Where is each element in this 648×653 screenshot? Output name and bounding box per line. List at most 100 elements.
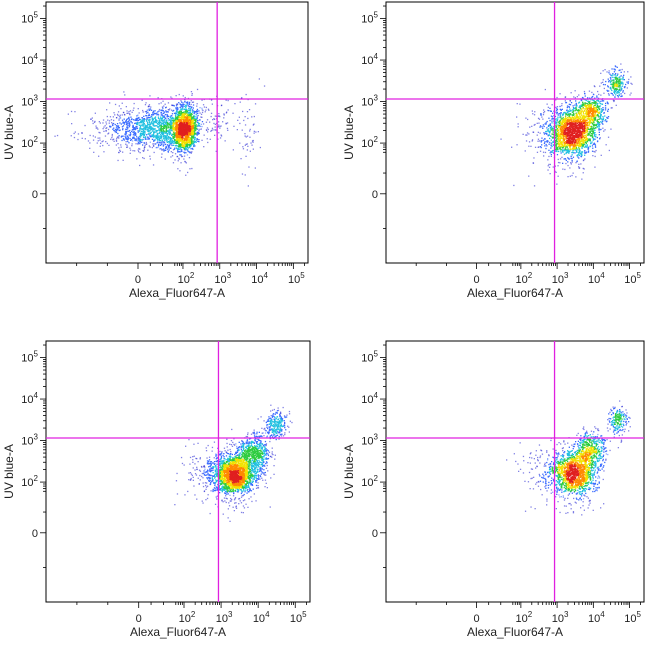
event-dot [165,110,166,111]
event-dot [557,149,558,150]
event-dot [111,137,112,138]
event-dot [562,147,563,148]
event-dot [161,136,162,137]
event-dot [557,109,558,110]
event-dot [140,152,141,153]
event-dot [145,129,146,130]
event-dot [540,146,541,147]
event-dot [629,94,630,95]
event-dot [198,110,199,111]
event-dot [615,76,616,77]
event-dot [559,106,560,107]
event-dot [562,169,563,170]
event-dot [180,100,181,101]
event-dot [178,146,179,147]
event-dot [141,128,142,129]
event-dot [205,111,206,112]
event-dot [246,94,247,95]
event-dot [592,131,593,132]
event-dot [193,126,194,127]
event-dot [138,150,139,151]
event-dot [584,151,585,152]
event-dot [173,118,174,119]
event-dot [151,110,152,111]
event-dot [168,138,169,139]
event-dot [172,113,173,114]
event-dot [541,126,542,127]
event-dot [611,75,612,76]
event-dot [561,105,562,106]
event-dot [547,121,548,122]
event-dot [232,113,233,114]
event-dot [148,106,149,107]
event-dot [611,80,612,81]
event-dot [189,106,190,107]
event-dot [619,89,620,90]
event-dot [154,152,155,153]
event-dot [252,142,253,143]
event-dot [580,107,581,108]
event-dot [118,111,119,112]
event-dot [593,144,594,145]
event-dot [133,129,134,130]
event-dot [556,112,557,113]
event-dot [140,140,141,141]
event-dot [197,132,198,133]
event-dot [615,77,616,78]
event-dot [132,112,133,113]
event-dot [558,159,559,160]
event-dot [197,103,198,104]
event-dot [153,124,154,125]
event-dot [54,136,55,137]
event-dot [185,111,186,112]
event-dot [613,95,614,96]
event-dot [582,102,583,103]
event-dot [134,123,135,124]
event-dot [173,134,174,135]
event-dot [602,104,603,105]
event-dot [196,114,197,115]
event-dot [106,127,107,128]
event-dot [169,122,170,123]
event-dot [122,129,123,130]
event-dot [168,147,169,148]
event-dot [189,130,190,131]
event-dot [593,116,594,117]
event-dot [544,126,545,127]
event-dot [541,140,542,141]
event-dot [597,122,598,123]
event-dot [555,121,556,122]
event-dot [95,113,96,114]
event-dot [163,149,164,150]
event-dot [172,110,173,111]
event-dot [575,97,576,98]
event-dot [608,72,609,73]
event-dot [511,147,512,148]
event-dot [587,131,588,132]
event-dot [148,114,149,115]
x-tick-label: 104 [251,271,268,286]
event-dot [155,137,156,138]
event-dot [182,156,183,157]
event-dot [111,119,112,120]
event-dot [206,122,207,123]
event-dot [92,117,93,118]
event-dot [177,128,178,129]
event-dot [130,110,131,111]
event-dot [126,141,127,142]
event-dot [209,122,210,123]
event-dot [525,150,526,151]
event-dot [549,108,550,109]
event-dot [116,117,117,118]
event-dot [552,104,553,105]
event-dot [570,113,571,114]
event-dot [592,111,593,112]
event-dot [118,120,119,121]
event-dot [592,151,593,152]
event-dot [183,104,184,105]
event-dot [546,122,547,123]
event-dot [543,124,544,125]
event-dot [163,141,164,142]
event-dot [134,133,135,134]
event-dot [172,141,173,142]
